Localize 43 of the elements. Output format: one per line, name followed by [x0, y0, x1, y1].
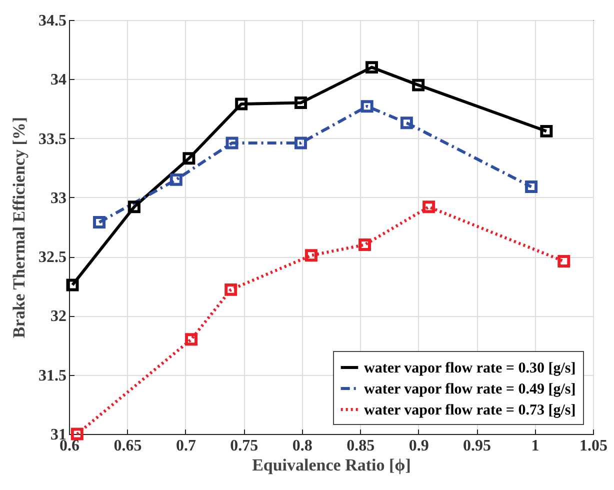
- y-tick-label: 32: [50, 308, 66, 326]
- x-tick-label: 0.75: [230, 438, 258, 454]
- legend-label: water vapor flow rate = 0.73 [g/s]: [364, 402, 576, 418]
- point: [525, 180, 538, 194]
- y-tick-label: 32.5: [38, 249, 66, 266]
- y-tick-label: 31.5: [38, 367, 66, 384]
- y-tick-label: 34.5: [38, 12, 66, 30]
- point: [185, 333, 198, 346]
- point: [235, 98, 248, 110]
- x-tick-label: 1: [531, 438, 540, 454]
- legend-label: water vapor flow rate = 0.49 [g/s]: [364, 382, 576, 398]
- point: [93, 216, 106, 229]
- point: [360, 100, 374, 113]
- point: [224, 283, 238, 296]
- x-tick-label: 0.7: [176, 438, 196, 454]
- point: [558, 255, 570, 268]
- x-tick-label: 0.65: [114, 438, 142, 454]
- point: [304, 249, 318, 262]
- point: [182, 152, 196, 165]
- x-tick-label: 1.05: [580, 438, 608, 454]
- x-axis-title: Equivalence Ratio [ϕ]: [252, 456, 411, 474]
- x-tick-label: 0.9: [408, 438, 429, 454]
- point: [170, 173, 182, 186]
- y-tick-label: 34: [50, 72, 66, 89]
- point: [294, 136, 307, 150]
- x-tick-label: 0.85: [346, 438, 375, 454]
- point: [540, 124, 553, 138]
- point: [70, 428, 84, 440]
- legend-label: water vapor flow rate = 0.30 [g/s]: [364, 360, 576, 376]
- point: [412, 78, 425, 92]
- point: [226, 136, 238, 150]
- x-tick-label: 0.95: [463, 438, 492, 454]
- y-tick-label: 33.5: [38, 130, 66, 148]
- x-tick-label: 0.8: [292, 438, 312, 454]
- point: [294, 96, 307, 110]
- point: [366, 61, 378, 74]
- y-tick-label: 33: [50, 190, 66, 207]
- y-axis-title: Brake Thermal Efficiency [%]: [10, 116, 28, 338]
- point: [358, 238, 372, 251]
- point: [422, 200, 436, 214]
- point: [66, 278, 79, 292]
- point: [128, 200, 140, 214]
- point: [400, 116, 413, 130]
